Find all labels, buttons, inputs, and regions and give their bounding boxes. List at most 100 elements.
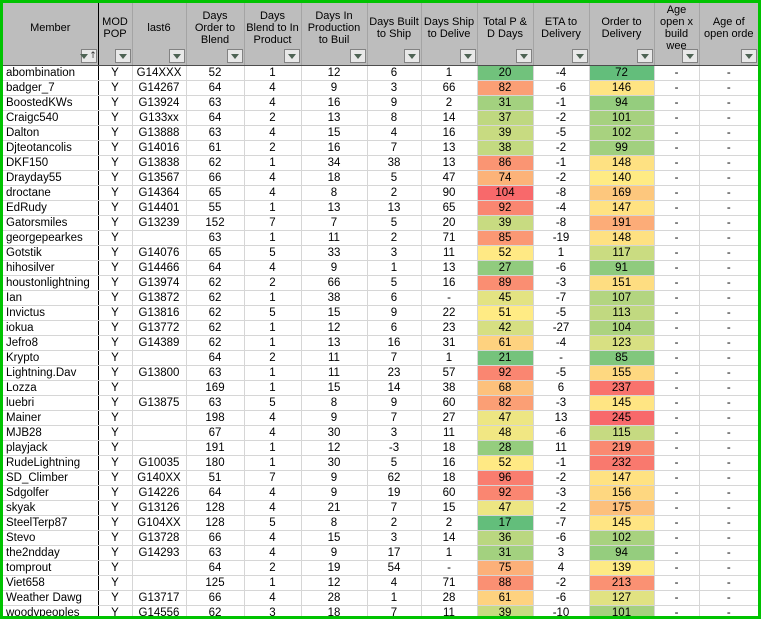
cell-age-open-x-build-weeks[interactable]: -	[654, 530, 700, 546]
cell-total-pd-days[interactable]: 88	[477, 575, 534, 591]
cell-total-pd-days[interactable]: 61	[477, 335, 534, 351]
cell-last6[interactable]: G140XX	[132, 470, 187, 486]
cell-eta-to-delivery[interactable]: -5	[533, 305, 590, 321]
cell-order-to-delivery[interactable]: 101	[589, 605, 655, 616]
cell-days-order-to-blend[interactable]: 63	[186, 395, 245, 411]
cell-eta-to-delivery[interactable]: -2	[533, 110, 590, 126]
cell-mod-pop[interactable]: Y	[98, 185, 133, 201]
cell-days-ship-to-deliver[interactable]: 18	[421, 440, 478, 456]
cell-eta-to-delivery[interactable]: -7	[533, 515, 590, 531]
cell-days-blend-to-in-production[interactable]: 5	[244, 395, 302, 411]
cell-mod-pop[interactable]: Y	[98, 95, 133, 111]
cell-days-order-to-blend[interactable]: 62	[186, 275, 245, 291]
cell-days-built-to-ship[interactable]: 6	[367, 290, 422, 306]
cell-last6[interactable]	[132, 230, 187, 246]
cell-days-in-production-to-build[interactable]: 11	[301, 230, 368, 246]
cell-days-ship-to-deliver[interactable]: 16	[421, 125, 478, 141]
cell-mod-pop[interactable]: Y	[98, 440, 133, 456]
cell-days-blend-to-in-production[interactable]: 1	[244, 455, 302, 471]
cell-last6[interactable]	[132, 440, 187, 456]
cell-total-pd-days[interactable]: 104	[477, 185, 534, 201]
cell-order-to-delivery[interactable]: 147	[589, 470, 655, 486]
cell-days-ship-to-deliver[interactable]: 71	[421, 575, 478, 591]
filter-button-days-built-to-ship[interactable]	[403, 49, 420, 63]
cell-days-in-production-to-build[interactable]: 30	[301, 455, 368, 471]
cell-age-open-x-build-weeks[interactable]: -	[654, 485, 700, 501]
cell-mod-pop[interactable]: Y	[98, 125, 133, 141]
cell-mod-pop[interactable]: Y	[98, 530, 133, 546]
cell-order-to-delivery[interactable]: 91	[589, 260, 655, 276]
cell-age-open-x-build-weeks[interactable]: -	[654, 185, 700, 201]
cell-total-pd-days[interactable]: 31	[477, 95, 534, 111]
cell-mod-pop[interactable]: Y	[98, 155, 133, 171]
column-header-age-open-x-build-weeks[interactable]: Age open x build wee	[654, 3, 700, 66]
cell-days-ship-to-deliver[interactable]: 11	[421, 245, 478, 261]
cell-age-of-open-order[interactable]: -	[699, 245, 758, 261]
cell-days-blend-to-in-production[interactable]: 4	[244, 500, 302, 516]
cell-last6[interactable]: G133xx	[132, 110, 187, 126]
cell-age-open-x-build-weeks[interactable]: -	[654, 305, 700, 321]
cell-mod-pop[interactable]: Y	[98, 485, 133, 501]
cell-days-in-production-to-build[interactable]: 15	[301, 305, 368, 321]
cell-mod-pop[interactable]: Y	[98, 335, 133, 351]
cell-mod-pop[interactable]: Y	[98, 245, 133, 261]
cell-mod-pop[interactable]: Y	[98, 365, 133, 381]
cell-member[interactable]: Jefro8	[3, 335, 99, 351]
cell-age-open-x-build-weeks[interactable]: -	[654, 500, 700, 516]
cell-days-built-to-ship[interactable]: 3	[367, 80, 422, 96]
cell-order-to-delivery[interactable]: 175	[589, 500, 655, 516]
cell-days-blend-to-in-production[interactable]: 1	[244, 230, 302, 246]
cell-member[interactable]: skyak	[3, 500, 99, 516]
cell-total-pd-days[interactable]: 17	[477, 515, 534, 531]
cell-mod-pop[interactable]: Y	[98, 305, 133, 321]
cell-eta-to-delivery[interactable]: -8	[533, 215, 590, 231]
cell-days-built-to-ship[interactable]: 14	[367, 380, 422, 396]
cell-order-to-delivery[interactable]: 245	[589, 410, 655, 426]
cell-last6[interactable]: G13924	[132, 95, 187, 111]
cell-days-order-to-blend[interactable]: 125	[186, 575, 245, 591]
cell-days-order-to-blend[interactable]: 66	[186, 530, 245, 546]
cell-age-open-x-build-weeks[interactable]: -	[654, 575, 700, 591]
cell-age-of-open-order[interactable]: -	[699, 410, 758, 426]
filter-button-eta-to-delivery[interactable]	[571, 49, 588, 63]
cell-total-pd-days[interactable]: 20	[477, 65, 534, 81]
cell-last6[interactable]: G13816	[132, 305, 187, 321]
cell-age-of-open-order[interactable]: -	[699, 440, 758, 456]
cell-eta-to-delivery[interactable]: -10	[533, 605, 590, 616]
cell-order-to-delivery[interactable]: 148	[589, 230, 655, 246]
cell-eta-to-delivery[interactable]: 11	[533, 440, 590, 456]
cell-member[interactable]: Gotstik	[3, 245, 99, 261]
cell-days-in-production-to-build[interactable]: 12	[301, 65, 368, 81]
cell-days-in-production-to-build[interactable]: 7	[301, 215, 368, 231]
cell-days-ship-to-deliver[interactable]: 31	[421, 335, 478, 351]
cell-days-in-production-to-build[interactable]: 8	[301, 515, 368, 531]
cell-days-blend-to-in-production[interactable]: 1	[244, 200, 302, 216]
cell-order-to-delivery[interactable]: 145	[589, 395, 655, 411]
cell-days-built-to-ship[interactable]: 38	[367, 155, 422, 171]
cell-days-built-to-ship[interactable]: 17	[367, 545, 422, 561]
cell-total-pd-days[interactable]: 21	[477, 350, 534, 366]
cell-age-of-open-order[interactable]: -	[699, 65, 758, 81]
column-header-total-pd-days[interactable]: Total P & D Days	[477, 3, 534, 66]
cell-days-in-production-to-build[interactable]: 8	[301, 185, 368, 201]
cell-days-blend-to-in-production[interactable]: 2	[244, 275, 302, 291]
cell-total-pd-days[interactable]: 39	[477, 215, 534, 231]
cell-days-order-to-blend[interactable]: 64	[186, 560, 245, 576]
cell-days-built-to-ship[interactable]: 2	[367, 515, 422, 531]
cell-order-to-delivery[interactable]: 99	[589, 140, 655, 156]
cell-days-ship-to-deliver[interactable]: 2	[421, 515, 478, 531]
cell-days-blend-to-in-production[interactable]: 4	[244, 410, 302, 426]
cell-days-order-to-blend[interactable]: 63	[186, 95, 245, 111]
cell-days-ship-to-deliver[interactable]: 11	[421, 425, 478, 441]
cell-days-ship-to-deliver[interactable]: 47	[421, 170, 478, 186]
cell-days-in-production-to-build[interactable]: 13	[301, 200, 368, 216]
cell-age-of-open-order[interactable]: -	[699, 380, 758, 396]
cell-days-ship-to-deliver[interactable]: 2	[421, 95, 478, 111]
cell-order-to-delivery[interactable]: 85	[589, 350, 655, 366]
cell-order-to-delivery[interactable]: 151	[589, 275, 655, 291]
cell-days-in-production-to-build[interactable]: 33	[301, 245, 368, 261]
cell-member[interactable]: playjack	[3, 440, 99, 456]
cell-mod-pop[interactable]: Y	[98, 215, 133, 231]
cell-days-blend-to-in-production[interactable]: 2	[244, 350, 302, 366]
cell-days-order-to-blend[interactable]: 63	[186, 545, 245, 561]
